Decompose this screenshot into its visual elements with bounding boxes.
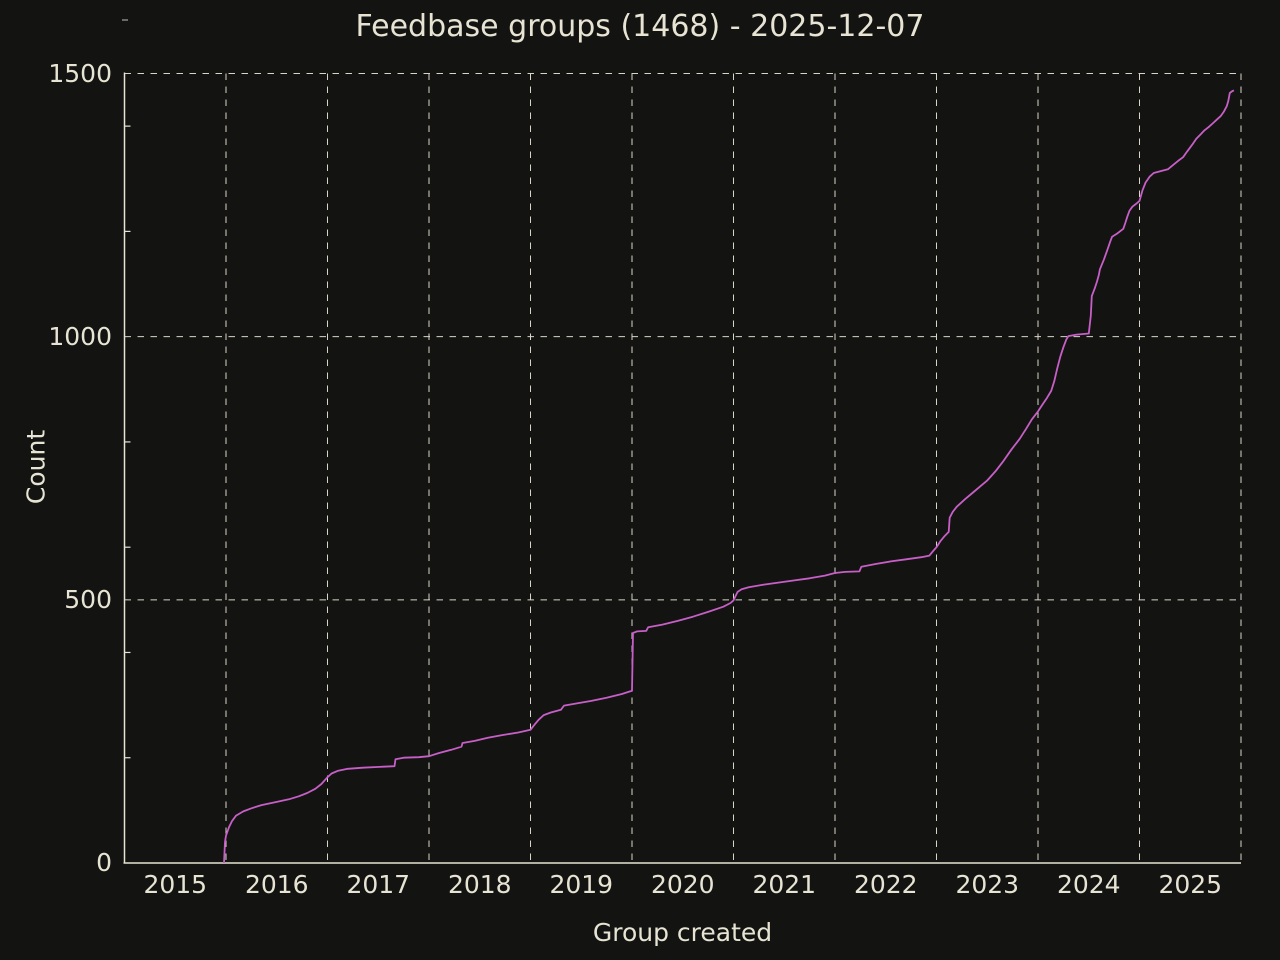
x-tick-label: 2018: [447, 870, 512, 899]
chart-title: Feedbase groups (1468) - 2025-12-07: [355, 9, 925, 44]
y-tick-label: 1500: [48, 58, 112, 88]
y-tick-label: 0: [96, 848, 112, 877]
y-tick-label: 1000: [48, 321, 112, 351]
y-tick-label: 500: [64, 584, 112, 614]
x-tick-label: 2023: [955, 870, 1020, 899]
x-tick-label: 2016: [244, 870, 309, 899]
x-axis-label: Group created: [592, 918, 773, 947]
x-tick-label: 2022: [853, 870, 918, 899]
stray-artifact-mark: [122, 19, 128, 21]
x-tick-label: 2020: [650, 870, 715, 899]
x-tick-label: 2017: [346, 870, 411, 899]
data-series-line: [223, 89, 1235, 864]
x-tick-label: 2025: [1158, 870, 1223, 899]
x-tick-label: 2024: [1056, 870, 1121, 899]
x-tick-label: 2019: [549, 870, 614, 899]
x-tick-label: 2021: [752, 870, 817, 899]
x-tick-label: 2015: [143, 870, 208, 899]
